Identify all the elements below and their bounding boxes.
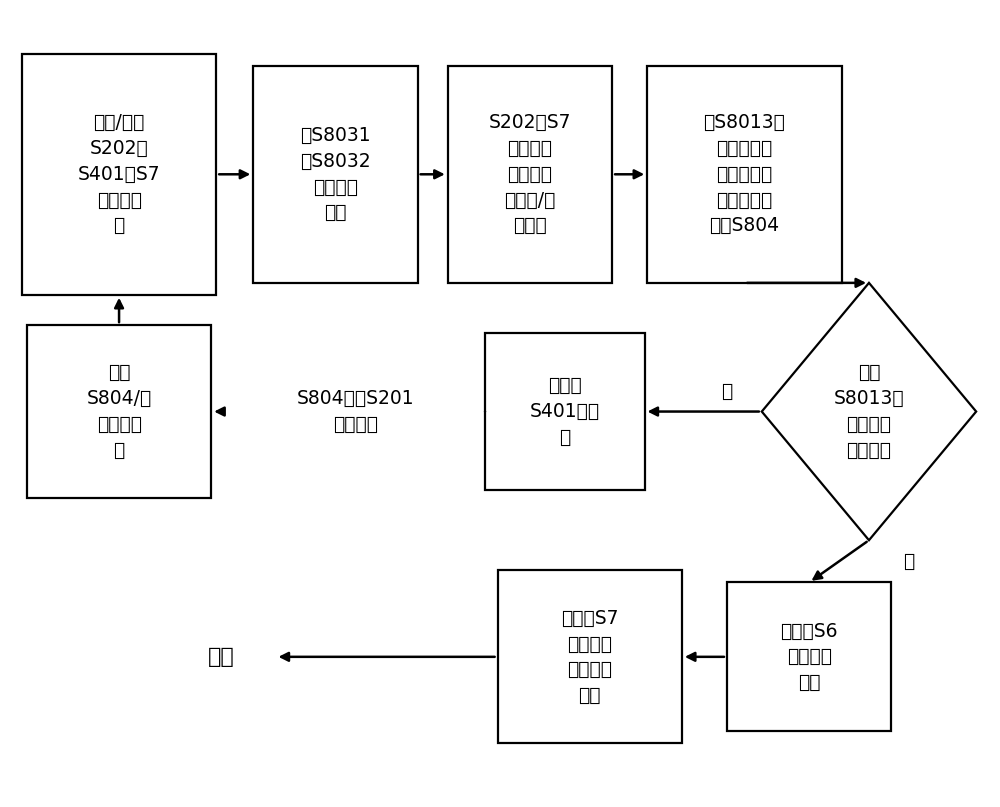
Bar — [253, 65, 418, 283]
Text: 输出: 输出 — [207, 647, 234, 667]
Text: S202、S7
达到预设
温度，开
启载气/注
入液体: S202、S7 达到预设 温度，开 启载气/注 入液体 — [489, 113, 571, 236]
Text: 输送至S6
进行二次
混合: 输送至S6 进行二次 混合 — [780, 621, 838, 692]
Bar — [498, 571, 682, 743]
Text: 输送至
S401废液
罐: 输送至 S401废液 罐 — [530, 376, 600, 447]
Text: 预设/重设
S202、
S401、S7
的工作温
度: 预设/重设 S202、 S401、S7 的工作温 度 — [78, 113, 160, 236]
Bar — [485, 333, 645, 490]
Text: S804调整S201
工作温度: S804调整S201 工作温度 — [297, 389, 414, 434]
Text: 输送至S7
进行输出
前的温度
调整: 输送至S7 进行输出 前的温度 调整 — [561, 608, 618, 705]
Text: 向S8031
和S8032
写入控温
程序: 向S8031 和S8032 写入控温 程序 — [300, 126, 371, 223]
Bar — [647, 65, 842, 283]
Text: 由S8013的
反馈数据调
整电磁转向
阀并反馈数
据至S804: 由S8013的 反馈数据调 整电磁转向 阀并反馈数 据至S804 — [703, 113, 785, 236]
Bar — [22, 53, 216, 295]
Polygon shape — [762, 283, 976, 540]
Text: 否: 否 — [721, 382, 732, 401]
Text: 开启
S804/自
动调整参
数: 开启 S804/自 动调整参 数 — [86, 363, 152, 460]
Text: 是: 是 — [903, 552, 914, 571]
Bar — [727, 583, 891, 731]
Text: 判断
S8013温
度是否大
于预设值: 判断 S8013温 度是否大 于预设值 — [834, 363, 904, 460]
Bar — [448, 65, 612, 283]
Bar — [27, 325, 211, 498]
